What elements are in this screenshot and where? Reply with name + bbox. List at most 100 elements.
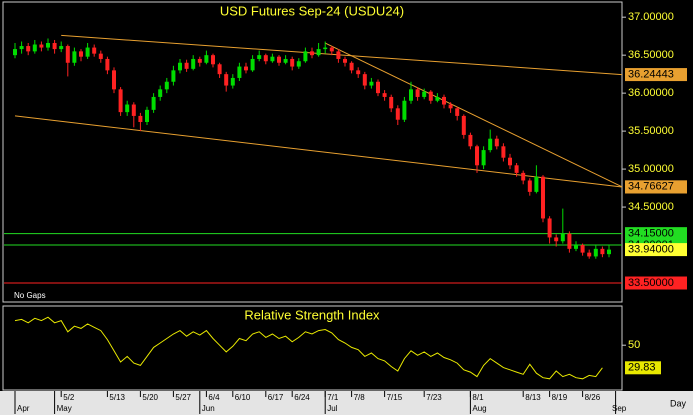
x-tick-label: 5/2 — [63, 393, 75, 402]
rsi-last-label: 29.83 — [628, 362, 656, 374]
candle-body — [39, 44, 44, 48]
candle-body — [580, 245, 585, 253]
rsi-tag — [625, 361, 661, 375]
candle-body — [151, 96, 156, 110]
candle-body — [593, 248, 598, 257]
rsi-line — [14, 316, 603, 380]
candle-body — [283, 58, 288, 63]
y-tick-label: 35.50000 — [628, 125, 674, 137]
rsi-tick-label: 50 — [628, 339, 640, 351]
candle-body — [461, 115, 466, 135]
month-label: Apr — [17, 404, 30, 413]
candle-body — [376, 81, 380, 94]
candle-body — [296, 61, 301, 67]
candle-body — [85, 47, 90, 57]
candle-body — [79, 51, 83, 57]
candle-body — [435, 96, 440, 101]
x-tick-label: 7/23 — [426, 393, 442, 402]
candle-body — [131, 104, 136, 116]
level-tag — [625, 276, 687, 290]
y-tick-label: 36.00000 — [628, 87, 674, 99]
candle-body — [501, 146, 506, 158]
x-tick-label: 6/10 — [235, 393, 251, 402]
x-tick-label: 5/13 — [109, 393, 125, 402]
candle-body — [72, 51, 77, 63]
candle-body — [13, 49, 17, 56]
x-unit: Day — [670, 398, 687, 408]
y-tick-label: 34.50000 — [628, 201, 674, 213]
price-panel — [2, 1, 623, 303]
candle-body — [395, 108, 400, 120]
candle-body — [356, 70, 361, 75]
candle-body — [587, 252, 592, 257]
candle-body — [92, 47, 97, 54]
note: No Gaps — [14, 291, 46, 300]
candle-body — [164, 81, 169, 90]
candle-body — [475, 146, 479, 166]
candle-body — [257, 55, 262, 59]
x-tick-label: 6/4 — [208, 393, 220, 402]
candle-body — [343, 58, 347, 63]
candle-body — [534, 176, 539, 192]
candle-body — [250, 58, 255, 71]
candle-body — [508, 157, 512, 166]
candle-body — [574, 245, 578, 249]
candle-body — [230, 77, 235, 86]
rsi-panel — [2, 305, 623, 391]
candle-body — [263, 55, 268, 62]
candle-body — [560, 233, 565, 242]
candle-body — [118, 89, 123, 113]
month-label: Aug — [472, 404, 486, 413]
x-tick-label: 8/1 — [472, 393, 484, 402]
candle-body — [554, 237, 559, 242]
candle-body — [567, 233, 572, 249]
candle-body — [26, 46, 31, 52]
trend-line — [14, 115, 623, 188]
candle-body — [316, 49, 321, 56]
x-tick-label: 5/27 — [175, 393, 191, 402]
candle-body — [607, 249, 611, 255]
month-label: Jul — [327, 404, 337, 413]
candle-body — [184, 62, 189, 69]
candle-body — [362, 74, 367, 86]
candle-body — [98, 53, 103, 59]
candle-body — [481, 150, 486, 166]
candle-body — [270, 56, 275, 62]
candle-body — [105, 58, 110, 71]
candle-body — [527, 180, 532, 192]
candle-body — [455, 108, 460, 116]
trend-tag — [625, 180, 687, 194]
candle-body — [303, 51, 308, 62]
candle-body — [290, 58, 295, 67]
chart-title: USD Futures Sep-24 (USDU24) — [220, 3, 404, 18]
trend-line — [61, 34, 623, 76]
y-tick-label: 37.00000 — [628, 11, 674, 23]
candle-body — [448, 104, 453, 109]
level-label: 34.15000 — [628, 228, 674, 240]
candle-body — [428, 91, 433, 101]
candle-body — [244, 66, 248, 71]
candle-body — [52, 43, 57, 50]
y-tick-label: 36.50000 — [628, 49, 674, 61]
trend-tag — [625, 68, 687, 82]
month-label: Sep — [612, 404, 627, 413]
candle-body — [65, 46, 70, 63]
candle-body — [600, 248, 605, 255]
candle-body — [323, 47, 328, 50]
candle-body — [178, 62, 182, 71]
x-tick-label: 6/17 — [268, 393, 284, 402]
candle-body — [138, 115, 143, 122]
candle-body — [488, 138, 493, 151]
candle-body — [112, 70, 116, 90]
candle-body — [171, 70, 176, 82]
candle-body — [415, 89, 420, 97]
trend-line — [324, 42, 623, 188]
trend-label: 36.24443 — [628, 68, 674, 80]
y-tick-label: 35.00000 — [628, 163, 674, 175]
x-tick-label: 7/1 — [327, 393, 339, 402]
rsi-title: Relative Strength Index — [244, 307, 380, 322]
candle-body — [329, 47, 334, 52]
candle-body — [32, 44, 37, 52]
candle-body — [547, 218, 552, 238]
